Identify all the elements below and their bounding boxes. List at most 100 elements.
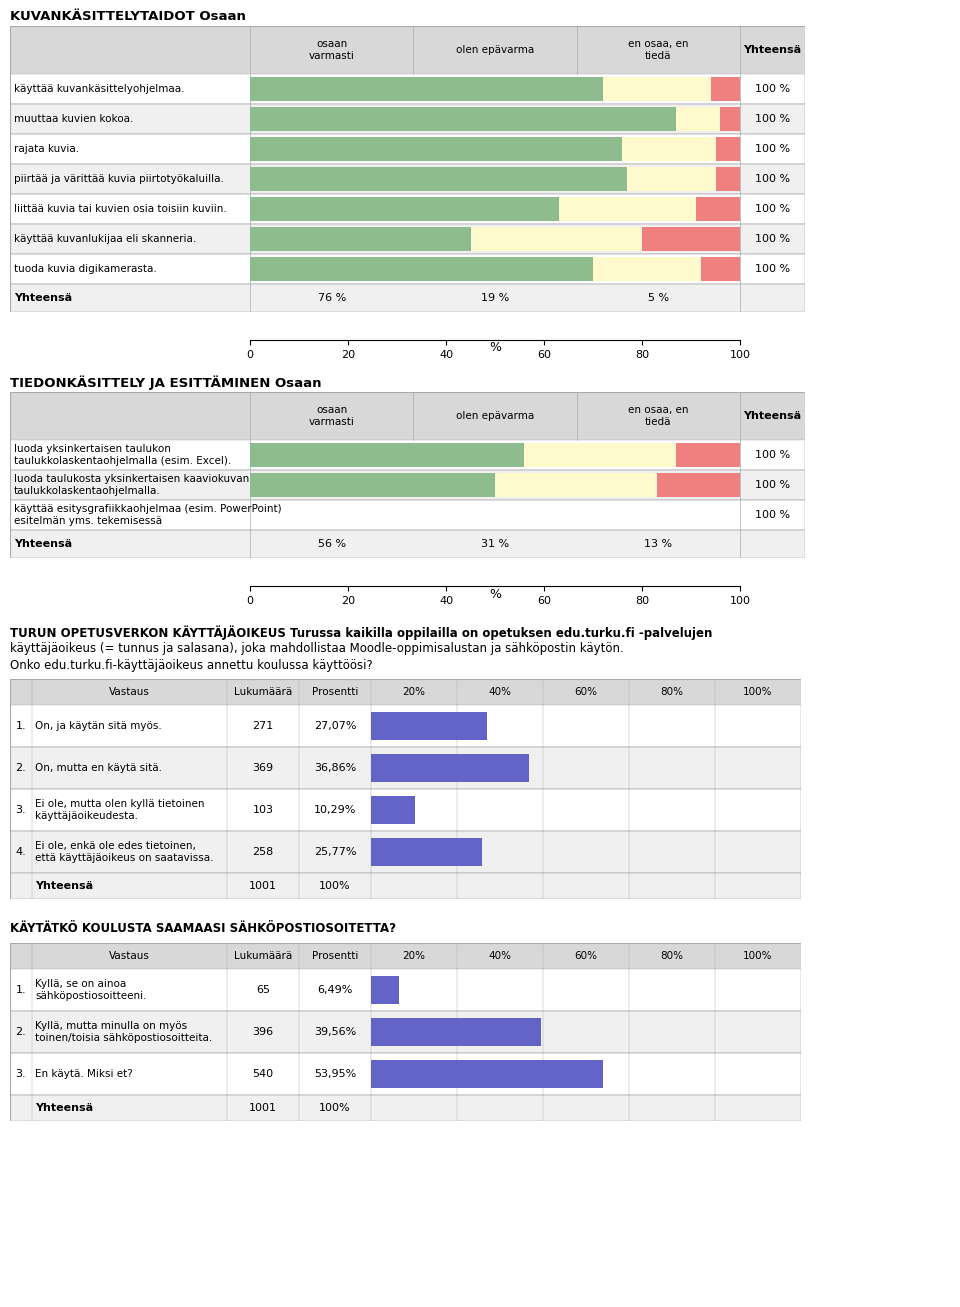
Text: 3.: 3. xyxy=(15,1069,26,1080)
Bar xyxy=(10,748,801,789)
Bar xyxy=(524,443,676,467)
Text: 39,56%: 39,56% xyxy=(314,1027,356,1036)
Text: en osaa, en
tiedä: en osaa, en tiedä xyxy=(628,39,688,61)
Bar xyxy=(710,77,740,101)
Bar xyxy=(622,137,715,161)
Text: 40%: 40% xyxy=(489,951,512,961)
Text: käyttää esitysgrafiikkaohjelmaa (esim. PowerPoint)
esitelmän yms. tekemisessä: käyttää esitysgrafiikkaohjelmaa (esim. P… xyxy=(14,505,281,525)
Text: en osaa, en
tiedä: en osaa, en tiedä xyxy=(628,405,688,427)
Text: Vastaus: Vastaus xyxy=(109,951,150,961)
Text: 100 %: 100 % xyxy=(755,84,790,94)
Text: Yhteensä: Yhteensä xyxy=(14,293,72,303)
Text: Yhteensä: Yhteensä xyxy=(35,1103,93,1114)
Text: käyttäjäoikeus (= tunnus ja salasana), joka mahdollistaa Moodle-oppimisalustan j: käyttäjäoikeus (= tunnus ja salasana), j… xyxy=(10,643,624,656)
Text: 20%: 20% xyxy=(402,951,425,961)
Text: luoda taulukosta yksinkertaisen kaaviokuvan
taulukkolaskentaohjelmalla.: luoda taulukosta yksinkertaisen kaavioku… xyxy=(14,474,250,495)
Text: olen epävarma: olen epävarma xyxy=(456,410,534,421)
Bar xyxy=(495,473,657,497)
Text: 100 %: 100 % xyxy=(755,234,790,244)
Text: 258: 258 xyxy=(252,847,274,857)
Bar xyxy=(250,197,559,221)
Text: 6,49%: 6,49% xyxy=(318,985,352,995)
Text: 369: 369 xyxy=(252,763,274,772)
Text: KUVANKÄSITTELYTAIDOT Osaan: KUVANKÄSITTELYTAIDOT Osaan xyxy=(10,10,246,24)
Bar xyxy=(10,789,801,831)
Text: 100 %: 100 % xyxy=(755,264,790,274)
Bar xyxy=(371,754,530,782)
Bar xyxy=(10,968,801,1012)
Text: Kyllä, se on ainoa
sähköpostiosoitteeni.: Kyllä, se on ainoa sähköpostiosoitteeni. xyxy=(35,979,147,1001)
Bar xyxy=(676,443,740,467)
Bar xyxy=(10,392,805,440)
Text: Kyllä, mutta minulla on myös
toinen/toisia sähköpostiosoitteita.: Kyllä, mutta minulla on myös toinen/tois… xyxy=(35,1021,212,1043)
Text: Prosentti: Prosentti xyxy=(312,687,358,697)
Bar xyxy=(371,1018,541,1046)
Bar xyxy=(10,105,805,135)
Bar xyxy=(10,440,805,471)
Text: 53,95%: 53,95% xyxy=(314,1069,356,1080)
Text: Vastaus: Vastaus xyxy=(109,687,150,697)
Bar xyxy=(701,257,740,281)
Text: 60%: 60% xyxy=(574,687,597,697)
Text: Onko edu.turku.fi-käyttäjäoikeus annettu koulussa käyttöösi?: Onko edu.turku.fi-käyttäjäoikeus annettu… xyxy=(10,659,372,672)
Text: olen epävarma: olen epävarma xyxy=(456,44,534,55)
Text: Prosentti: Prosentti xyxy=(312,951,358,961)
Bar xyxy=(10,163,805,193)
Text: 40%: 40% xyxy=(489,687,512,697)
Text: 100 %: 100 % xyxy=(755,144,790,154)
Text: 100%: 100% xyxy=(743,951,773,961)
Bar xyxy=(715,167,740,191)
Text: 36,86%: 36,86% xyxy=(314,763,356,772)
Bar xyxy=(10,531,805,558)
Text: TURUN OPETUSVERKON KÄYTTÄJÄOIKEUS Turussa kaikilla oppilailla on opetuksen edu.t: TURUN OPETUSVERKON KÄYTTÄJÄOIKEUS Turuss… xyxy=(10,626,712,640)
Text: 31 %: 31 % xyxy=(481,538,509,549)
Text: käyttää kuvanlukijaa eli skanneria.: käyttää kuvanlukijaa eli skanneria. xyxy=(14,234,196,244)
Bar xyxy=(10,1095,801,1121)
Bar xyxy=(696,197,740,221)
Bar xyxy=(371,976,399,1004)
Text: rajata kuvia.: rajata kuvia. xyxy=(14,144,79,154)
Bar xyxy=(10,680,801,704)
Bar xyxy=(10,193,805,223)
Bar xyxy=(10,74,805,105)
Bar xyxy=(10,831,801,873)
Text: 10,29%: 10,29% xyxy=(314,805,356,816)
Text: 76 %: 76 % xyxy=(318,293,346,303)
Bar xyxy=(250,107,676,131)
Bar xyxy=(250,443,524,467)
Bar xyxy=(559,197,696,221)
Text: 25,77%: 25,77% xyxy=(314,847,356,857)
Text: 100%: 100% xyxy=(319,881,350,891)
Text: 2.: 2. xyxy=(15,1027,26,1036)
Text: 1001: 1001 xyxy=(249,881,277,891)
Bar xyxy=(10,704,801,748)
Bar xyxy=(371,796,416,823)
Text: 1.: 1. xyxy=(15,985,26,995)
Text: 396: 396 xyxy=(252,1027,274,1036)
Text: 27,07%: 27,07% xyxy=(314,721,356,731)
Text: 271: 271 xyxy=(252,721,274,731)
Bar xyxy=(10,135,805,163)
Text: Lukumäärä: Lukumäärä xyxy=(234,951,292,961)
Bar xyxy=(10,501,805,531)
Text: Yhteensä: Yhteensä xyxy=(35,881,93,891)
Text: 19 %: 19 % xyxy=(481,293,509,303)
Bar xyxy=(593,257,701,281)
Bar xyxy=(250,257,593,281)
Text: 100 %: 100 % xyxy=(755,480,790,490)
Text: tuoda kuvia digikamerasta.: tuoda kuvia digikamerasta. xyxy=(14,264,156,274)
Bar xyxy=(371,838,482,867)
Bar xyxy=(627,167,715,191)
Text: 103: 103 xyxy=(252,805,274,816)
Text: Yhteensä: Yhteensä xyxy=(743,44,802,55)
Bar xyxy=(676,107,720,131)
Text: 1.: 1. xyxy=(15,721,26,731)
Bar xyxy=(470,227,642,251)
Bar xyxy=(10,1053,801,1095)
Text: 1001: 1001 xyxy=(249,1103,277,1114)
Bar xyxy=(720,107,740,131)
Text: 100 %: 100 % xyxy=(755,450,790,460)
Text: 100 %: 100 % xyxy=(755,174,790,184)
Text: Ei ole, enkä ole edes tietoinen,
että käyttäjäoikeus on saatavissa.: Ei ole, enkä ole edes tietoinen, että kä… xyxy=(35,842,213,863)
Text: 56 %: 56 % xyxy=(318,538,346,549)
